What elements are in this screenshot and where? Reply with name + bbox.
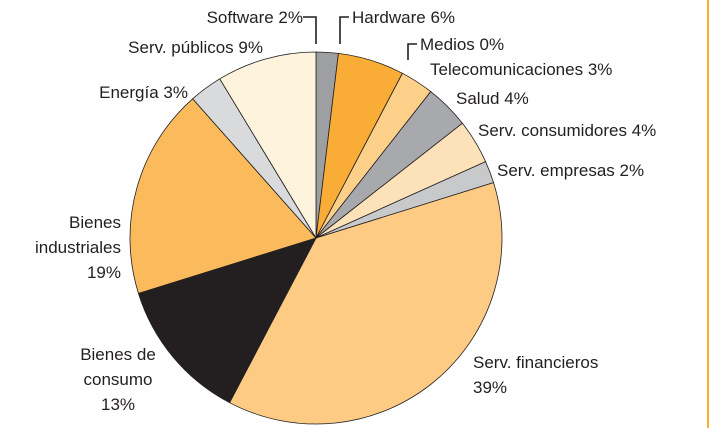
- value-label: 2%: [278, 8, 303, 27]
- category-label: Serv. públicos: [128, 38, 234, 57]
- slice-label: Medios 0%: [420, 32, 504, 57]
- value-label: 2%: [619, 161, 645, 180]
- category-label: Bienes de consumo: [80, 345, 156, 389]
- value-label: 13%: [100, 395, 136, 414]
- slices: [129, 51, 503, 425]
- value-label: 3%: [587, 60, 613, 79]
- category-label: Medios: [420, 35, 475, 54]
- category-label: Serv. financieros: [473, 353, 599, 372]
- slice-label: Serv. financieros 39%: [473, 350, 598, 400]
- slice-label: Serv. públicos 9%: [128, 35, 263, 60]
- category-label: Energía: [99, 83, 159, 102]
- slice-label: Bienes de consumo 13%: [53, 342, 183, 417]
- value-label: 0%: [479, 35, 505, 54]
- slice-label: Hardware 6%: [352, 5, 455, 30]
- value-label: 3%: [163, 83, 188, 102]
- pie-slice: [219, 51, 317, 240]
- value-label: 6%: [430, 8, 456, 27]
- value-label: 4%: [631, 121, 657, 140]
- slice-label: Salud 4%: [456, 86, 529, 111]
- value-label: 4%: [504, 89, 529, 108]
- value-label: 19%: [86, 263, 121, 282]
- value-label: 9%: [238, 38, 263, 57]
- category-label: Salud: [456, 89, 500, 108]
- slice-label: Telecomunicaciones 3%: [430, 57, 612, 82]
- leader-line: [303, 16, 317, 44]
- leader-line: [407, 43, 417, 60]
- value-label: 39%: [473, 378, 508, 397]
- slice-label: Software 2%: [207, 5, 303, 30]
- leaders: [303, 16, 417, 60]
- category-label: Software: [206, 8, 274, 27]
- slice-label: Energía 3%: [99, 80, 188, 105]
- category-label: Serv. consumidores: [478, 121, 627, 140]
- slice-label: Serv. consumidores 4%: [478, 118, 656, 143]
- leader-line: [339, 16, 349, 44]
- category-label: Bienes industriales: [35, 213, 121, 257]
- pie-slice: [229, 182, 503, 425]
- category-label: Hardware: [352, 8, 426, 27]
- pie-slice: [137, 237, 317, 404]
- slice-label: Serv. empresas 2%: [497, 158, 644, 183]
- category-label: Telecomunicaciones: [430, 60, 584, 79]
- slice-label: Bienes industriales 19%: [21, 210, 121, 285]
- category-label: Serv. empresas: [497, 161, 615, 180]
- pie-slice: [129, 98, 317, 294]
